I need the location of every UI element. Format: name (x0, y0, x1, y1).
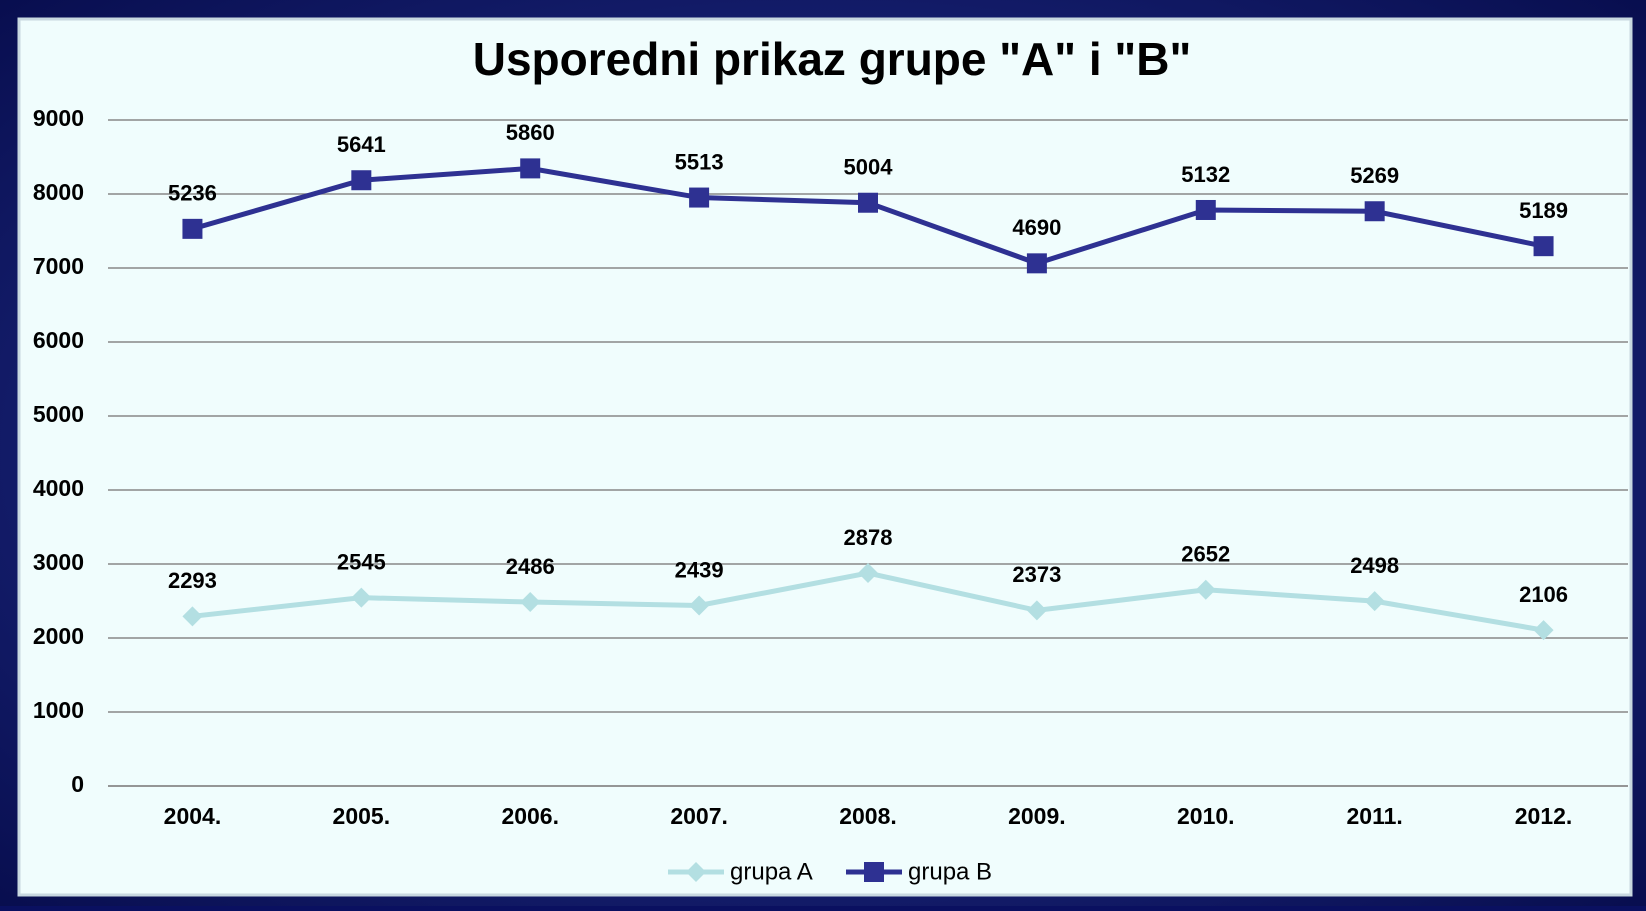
marker (864, 862, 884, 882)
marker (351, 587, 372, 608)
data-label: 5860 (506, 120, 555, 145)
marker (858, 563, 878, 584)
chart-area (17, 17, 1633, 897)
marker (689, 187, 710, 208)
x-tick-label: 2010. (1177, 803, 1235, 829)
data-label: 2486 (506, 554, 555, 579)
marker (1533, 236, 1554, 257)
data-label: 2293 (168, 568, 217, 593)
marker (689, 595, 710, 616)
y-tick-label: 1000 (33, 697, 84, 723)
data-label: 5269 (1350, 163, 1399, 188)
y-tick-label: 5000 (33, 401, 84, 427)
x-tick-label: 2011. (1347, 803, 1403, 829)
data-label: 5189 (1519, 198, 1568, 223)
marker (1364, 201, 1385, 222)
x-tick-label: 2005. (333, 803, 391, 829)
y-tick-label: 2000 (33, 623, 84, 649)
x-tick-label: 2006. (501, 803, 559, 829)
y-tick-label: 8000 (33, 179, 84, 205)
data-label: 2652 (1181, 542, 1230, 567)
data-label: 2373 (1012, 562, 1061, 587)
y-tick-label: 0 (71, 771, 84, 797)
legend-label: grupa A (730, 858, 813, 885)
marker (1195, 199, 1216, 220)
marker (1364, 591, 1385, 612)
marker (1533, 620, 1554, 641)
data-label: 2498 (1350, 553, 1399, 578)
data-label: 2878 (844, 525, 893, 550)
data-label: 5132 (1181, 162, 1230, 187)
marker (182, 606, 203, 627)
x-tick-label: 2004. (164, 803, 222, 829)
marker (520, 158, 541, 179)
marker (182, 218, 203, 239)
legend-label: grupa B (908, 858, 992, 885)
marker (686, 862, 706, 882)
y-tick-label: 7000 (33, 253, 84, 279)
data-label: 4690 (1012, 215, 1061, 240)
x-tick-label: 2012. (1515, 803, 1573, 829)
y-tick-label: 4000 (33, 475, 84, 501)
marker (1195, 579, 1216, 600)
data-label: 5004 (844, 155, 894, 180)
marker (1026, 253, 1047, 274)
data-label: 5641 (337, 132, 386, 157)
data-label: 5513 (675, 149, 724, 174)
data-label: 5236 (168, 181, 217, 206)
marker (858, 192, 878, 213)
marker (351, 170, 372, 191)
y-tick-label: 6000 (33, 327, 84, 353)
data-label: 2106 (1519, 582, 1568, 607)
x-tick-label: 2007. (670, 803, 728, 829)
marker (520, 592, 541, 613)
x-tick-label: 2009. (1008, 803, 1066, 829)
data-label: 2545 (337, 549, 386, 574)
y-tick-label: 3000 (33, 549, 84, 575)
x-tick-label: 2008. (839, 803, 897, 829)
marker (1026, 600, 1047, 621)
y-tick-label: 9000 (33, 105, 84, 131)
chart-title: Usporedni prikaz grupe "A" i "B" (473, 33, 1192, 85)
data-label: 2439 (675, 557, 724, 582)
